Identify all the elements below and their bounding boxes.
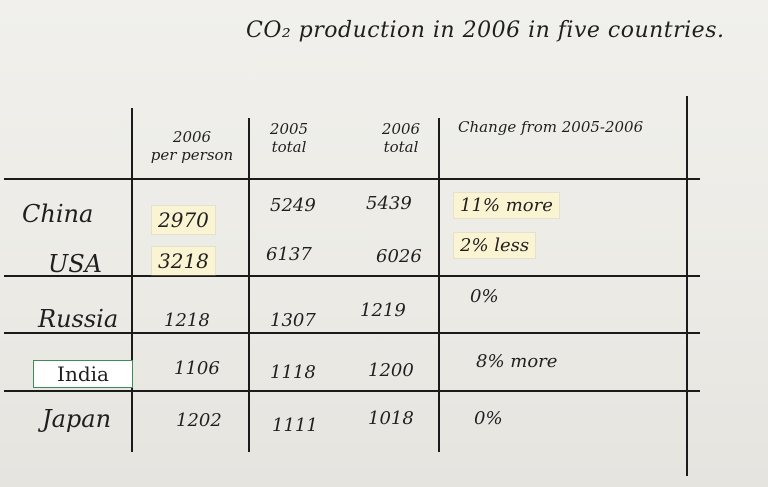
table-header-rule [4,178,700,180]
table-row-rule [4,332,700,334]
table-row-rule [4,390,700,392]
table-column-rule [248,118,250,452]
header-change: Change from 2005-2006 [458,118,644,136]
cell-total-2006: 1219 [360,300,406,321]
cell-total-2005: 6137 [266,244,312,265]
header-line: total [383,138,419,156]
cell-per-person: 3218 [152,247,215,275]
header-2005-total: 2005 total [258,120,320,156]
header-line: total [271,138,307,156]
cell-per-person: 1202 [176,410,222,431]
cell-total-2005: 1118 [270,362,316,383]
header-line: 2006 [381,120,421,138]
row-label-china: China [22,200,94,228]
cell-change: 2% less [454,233,536,258]
page-title: CO₂ production in 2006 in five countries… [246,18,725,43]
cell-total-2006: 5439 [366,193,412,214]
cell-change: 8% more [476,351,558,372]
cell-change: 0% [474,408,503,429]
row-label-russia: Russia [38,305,119,333]
cell-per-person: 1106 [174,358,220,379]
table-column-rule [131,108,133,452]
cell-per-person: 2970 [152,206,215,234]
cell-total-2006: 1018 [368,408,414,429]
cell-change: 0% [470,286,499,307]
cell-total-2006: 1200 [368,360,414,381]
cell-total-2005: 1307 [270,310,316,331]
row-label-india: India [33,360,133,388]
cell-total-2005: 1111 [272,415,318,436]
header-line: per person [150,146,234,164]
header-line: 2006 [172,128,212,146]
cell-total-2006: 6026 [376,246,422,267]
header-line: 2005 [269,120,309,138]
table-row-rule [4,275,700,277]
row-label-japan: Japan [42,405,112,433]
table-column-rule [438,118,440,452]
header-2006-total: 2006 total [370,120,432,156]
cell-total-2005: 5249 [270,195,316,216]
table-column-rule [686,96,688,476]
row-label-usa: USA [48,250,102,278]
cell-change: 11% more [454,193,559,218]
header-2006-per-person: 2006 per person [140,128,244,164]
cell-per-person: 1218 [164,310,210,331]
